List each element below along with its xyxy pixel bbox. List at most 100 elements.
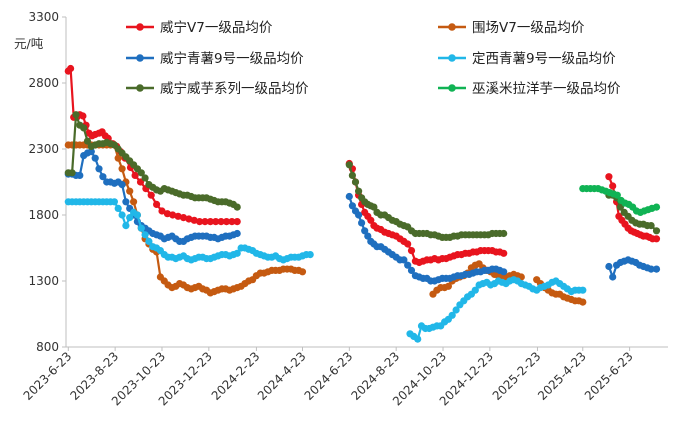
y-axis: 800 1300 1800 2300 2800 3300: [28, 10, 67, 354]
x-tick-label: 2024-2-23: [209, 349, 263, 403]
data-point: [652, 203, 661, 211]
data-point: [579, 286, 587, 294]
data-point: [605, 262, 613, 271]
data-point: [79, 112, 87, 120]
data-point: [179, 214, 188, 222]
data-point: [471, 286, 479, 294]
series-line: [68, 200, 311, 261]
legend-swatch-marker: [136, 23, 144, 31]
y-tick-label: 1800: [28, 208, 59, 222]
data-point: [67, 64, 75, 73]
data-point: [444, 282, 452, 290]
data-point: [404, 240, 412, 248]
data-point: [145, 237, 153, 245]
legend-swatch-marker: [448, 54, 456, 62]
data-point: [361, 227, 369, 235]
series-6: [579, 185, 661, 216]
data-point: [126, 214, 134, 222]
data-point: [652, 227, 661, 235]
data-point: [99, 173, 107, 181]
data-point: [222, 218, 231, 226]
legend-label: 定西青薯9号一级品均价: [472, 51, 616, 67]
data-point: [133, 211, 141, 219]
y-tick-label: 2300: [28, 142, 59, 156]
data-point: [605, 173, 613, 181]
legend-label: 巫溪米拉洋芋一级品均价: [472, 81, 621, 97]
y-axis-unit-label: 元/吨: [14, 36, 44, 51]
y-tick-label: 800: [36, 340, 59, 354]
y-tick-label: 2800: [28, 76, 59, 90]
data-point: [118, 181, 126, 189]
data-point: [91, 154, 99, 162]
data-point: [348, 171, 356, 179]
data-point: [407, 247, 416, 255]
data-point: [370, 203, 378, 211]
data-point: [137, 224, 145, 232]
data-point: [609, 182, 617, 190]
data-point: [122, 222, 130, 230]
data-point: [609, 273, 617, 281]
data-point: [500, 229, 508, 238]
data-point: [126, 187, 134, 195]
data-point: [212, 218, 220, 226]
data-point: [83, 137, 92, 145]
data-point: [652, 235, 661, 243]
data-point: [233, 218, 241, 226]
data-point: [364, 232, 372, 240]
data-point: [122, 198, 130, 206]
data-point: [95, 165, 103, 173]
data-point: [367, 216, 375, 224]
data-point: [153, 200, 161, 208]
data-point: [228, 218, 236, 226]
data-point: [72, 111, 80, 119]
data-point: [452, 306, 460, 314]
data-point: [355, 187, 363, 195]
legend-item: 定西青薯9号一级品均价: [438, 51, 616, 67]
data-point: [196, 218, 204, 226]
y-tick-label: 1300: [28, 274, 59, 288]
data-point: [404, 261, 412, 269]
data-point: [114, 154, 122, 162]
data-point: [448, 311, 456, 319]
data-point: [400, 256, 408, 264]
data-point: [345, 161, 353, 169]
data-point: [114, 204, 122, 212]
data-point: [131, 171, 139, 179]
data-point: [141, 231, 149, 239]
y-tick-label: 3300: [28, 10, 59, 24]
data-point: [500, 268, 508, 276]
legend-label: 威宁青薯9号一级品均价: [160, 50, 304, 67]
data-point: [345, 192, 353, 201]
data-point: [190, 216, 198, 224]
data-point: [500, 249, 508, 257]
data-point: [348, 202, 356, 210]
data-point: [137, 169, 145, 177]
x-tick-label: 2023-6-23: [21, 349, 75, 403]
data-point: [174, 212, 182, 220]
legend-item: 巫溪米拉洋芋一级品均价: [438, 81, 621, 97]
legend-item: 威宁青薯9号一级品均价: [126, 50, 304, 67]
data-point: [407, 266, 416, 274]
data-point: [80, 124, 88, 132]
legend-label: 威宁V7一级品均价: [160, 19, 273, 36]
data-point: [306, 251, 314, 259]
x-tick-label: 2024-4-23: [255, 349, 309, 403]
x-tick-label: 2024-6-23: [302, 349, 356, 403]
data-point: [355, 211, 363, 219]
legend-swatch-marker: [136, 84, 144, 92]
series-4: [64, 198, 587, 343]
data-point: [141, 174, 149, 182]
series-1: [64, 64, 661, 267]
data-point: [118, 165, 126, 173]
legend-swatch-marker: [448, 23, 456, 31]
data-point: [358, 219, 366, 227]
data-point: [647, 265, 655, 273]
data-point: [201, 218, 209, 226]
data-point: [233, 229, 241, 238]
data-point: [351, 178, 360, 186]
data-point: [298, 268, 307, 276]
data-point: [68, 169, 76, 177]
data-point: [76, 171, 84, 179]
